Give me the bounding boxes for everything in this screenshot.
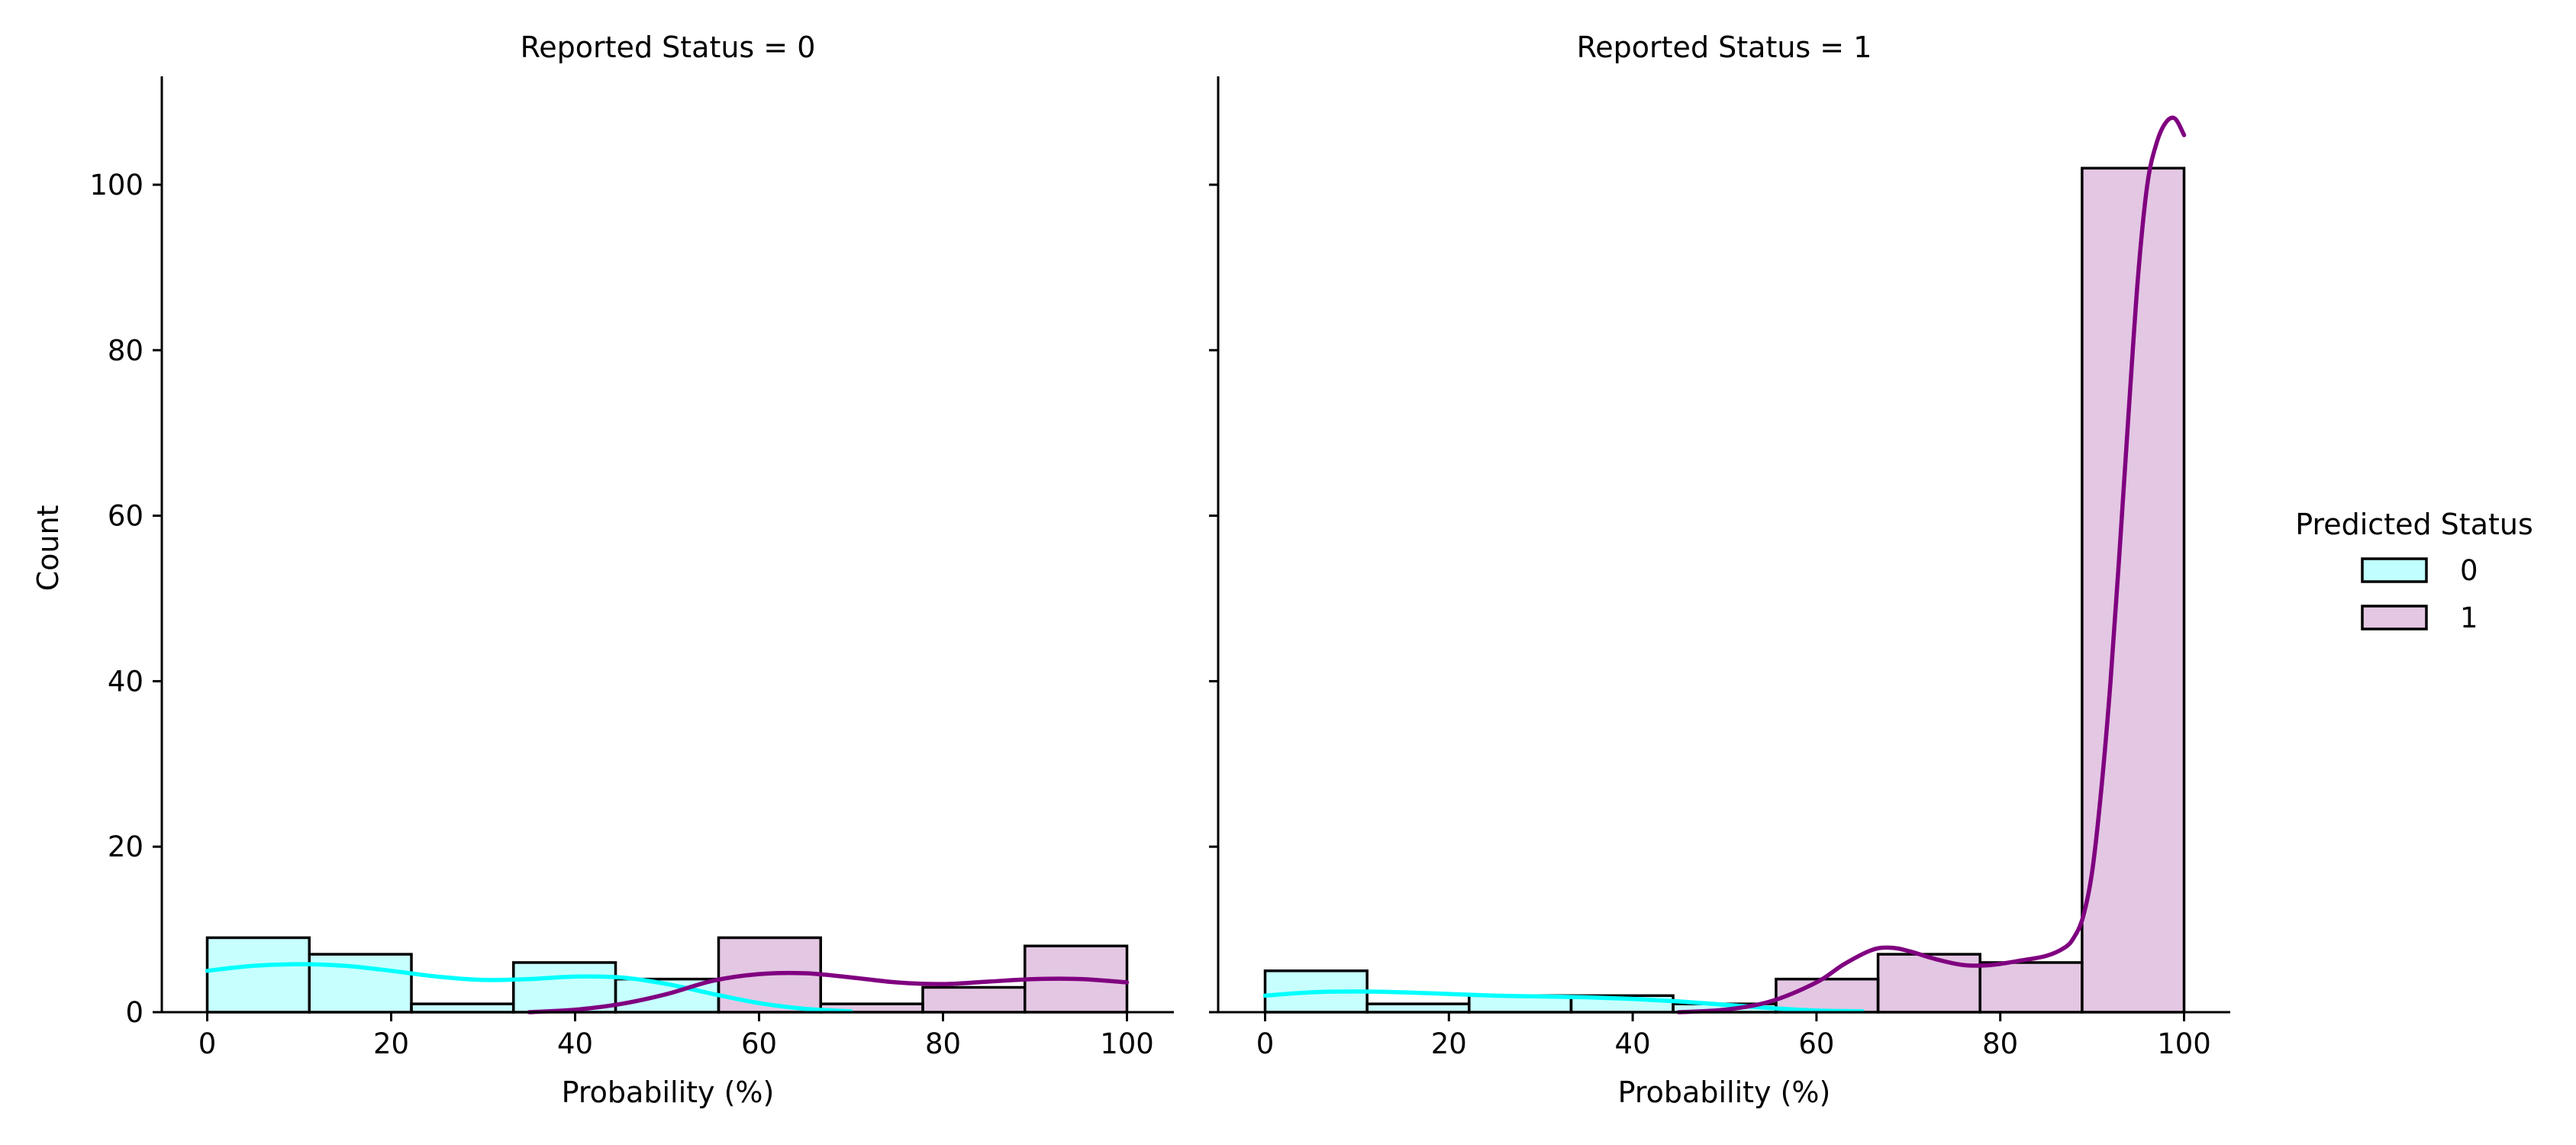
legend-swatch-1 — [2361, 605, 2428, 631]
legend: Predicted Status 0 1 — [2295, 508, 2533, 634]
y-tick-label-2: 40 — [108, 665, 143, 698]
x-tick-label-1-3: 60 — [1798, 1027, 1834, 1060]
x-tick-label-0-4: 80 — [925, 1027, 961, 1060]
kde-curve-series-0 — [205, 962, 853, 1014]
panel-title-1: Reported Status = 1 — [1577, 31, 1872, 64]
y-tick-label-1: 20 — [108, 831, 143, 863]
x-tick-label-1-0: 0 — [1256, 1027, 1275, 1060]
x-tick-label-1-4: 80 — [1982, 1027, 2018, 1060]
y-tick-label-4: 80 — [108, 334, 143, 367]
x-tick-label-1-5: 100 — [2157, 1027, 2211, 1060]
bars-0 — [205, 936, 1129, 1014]
bar-series-1-bin-7 — [1978, 961, 2084, 1014]
bar-series-1-bin-7 — [921, 985, 1027, 1014]
y-axis-label: Count — [31, 505, 65, 592]
panel-title-0: Reported Status = 0 — [521, 31, 816, 64]
x-axis-label-0: Probability (%) — [562, 1076, 775, 1109]
bars-1 — [1263, 166, 2186, 1014]
legend-label-0: 0 — [2460, 554, 2478, 587]
kde-curve-series-0 — [1262, 989, 1865, 1014]
bar-series-0-bin-0 — [205, 936, 311, 1014]
bar-series-0-bin-1 — [1365, 1002, 1471, 1014]
legend-title: Predicted Status — [2295, 508, 2533, 541]
bar-series-0-bin-2 — [410, 1002, 515, 1014]
x-tick-label-0-2: 40 — [557, 1027, 593, 1060]
kde-curve-series-1 — [527, 970, 1130, 1014]
legend-swatch-0 — [2361, 557, 2428, 583]
y-tick-label-3: 60 — [108, 500, 143, 533]
y-tick-label-0: 0 — [125, 996, 143, 1029]
legend-label-1: 1 — [2460, 602, 2478, 634]
x-tick-label-0-5: 100 — [1100, 1027, 1154, 1060]
bar-series-1-bin-6 — [1876, 953, 1981, 1014]
x-tick-label-1-2: 40 — [1615, 1027, 1651, 1060]
kde-curve-series-1 — [1676, 115, 2187, 1014]
bar-series-1-bin-8 — [2081, 166, 2186, 1014]
facet-panels: Reported Status = 0 0 20 40 60 80 100 Probabili… — [89, 31, 2230, 1109]
x-tick-label-0-3: 60 — [741, 1027, 777, 1060]
x-tick-label-0-1: 20 — [373, 1027, 409, 1060]
panel-0: Reported Status = 0 0 20 40 60 80 100 Probabili… — [89, 31, 1174, 1109]
panel-1: Reported Status = 1 0 20 40 60 80 100 Probabili… — [1209, 31, 2230, 1109]
bar-series-0-bin-3 — [512, 961, 617, 1014]
x-tick-label-1-1: 20 — [1431, 1027, 1467, 1060]
x-axis-label-1: Probability (%) — [1618, 1076, 1831, 1109]
x-tick-label-0-0: 0 — [198, 1027, 217, 1060]
y-tick-label-5: 100 — [89, 169, 143, 202]
